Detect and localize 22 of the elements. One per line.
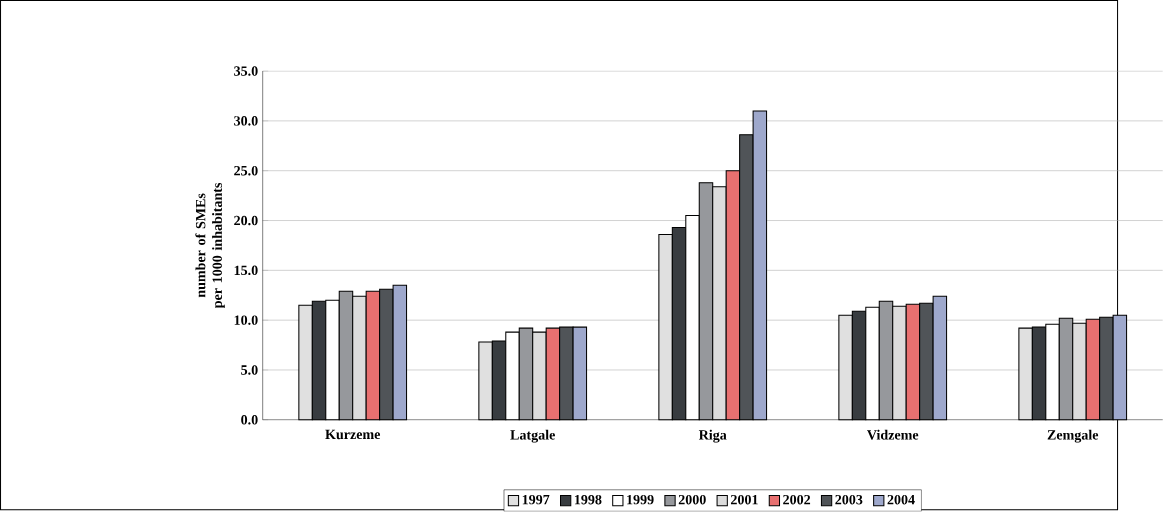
y-tick-label: 15.0 [234, 265, 258, 276]
y-axis-title: number of SMEs per 1000 inhabitants [195, 183, 225, 309]
x-tick-label: Vidzeme [867, 430, 919, 440]
legend-label: 2001 [730, 495, 758, 505]
y-tick-label: 10.0 [234, 315, 258, 326]
y-tick-label: 35.0 [234, 66, 258, 77]
y-tick-label: 5.0 [241, 365, 258, 375]
y-tick-label: 20.0 [234, 215, 258, 226]
legend-label: 2004 [887, 495, 915, 505]
legend-label: 1997 [522, 495, 550, 505]
x-tick-label: Riga [698, 430, 727, 443]
legend-label: 2000 [678, 495, 706, 505]
y-tick-label: 30.0 [234, 116, 258, 126]
x-tick-label: Kurzeme [325, 430, 381, 440]
legend-label: 2002 [783, 495, 811, 505]
y-tick-label: 25.0 [234, 166, 258, 176]
legend-label: 2003 [835, 495, 863, 505]
legend-label: 1998 [574, 495, 602, 505]
x-tick-label: Zemgale [1047, 430, 1099, 443]
x-tick-label: Latgale [510, 430, 555, 443]
y-tick-label: 0.0 [241, 415, 258, 425]
legend-label: 1999 [627, 495, 654, 505]
